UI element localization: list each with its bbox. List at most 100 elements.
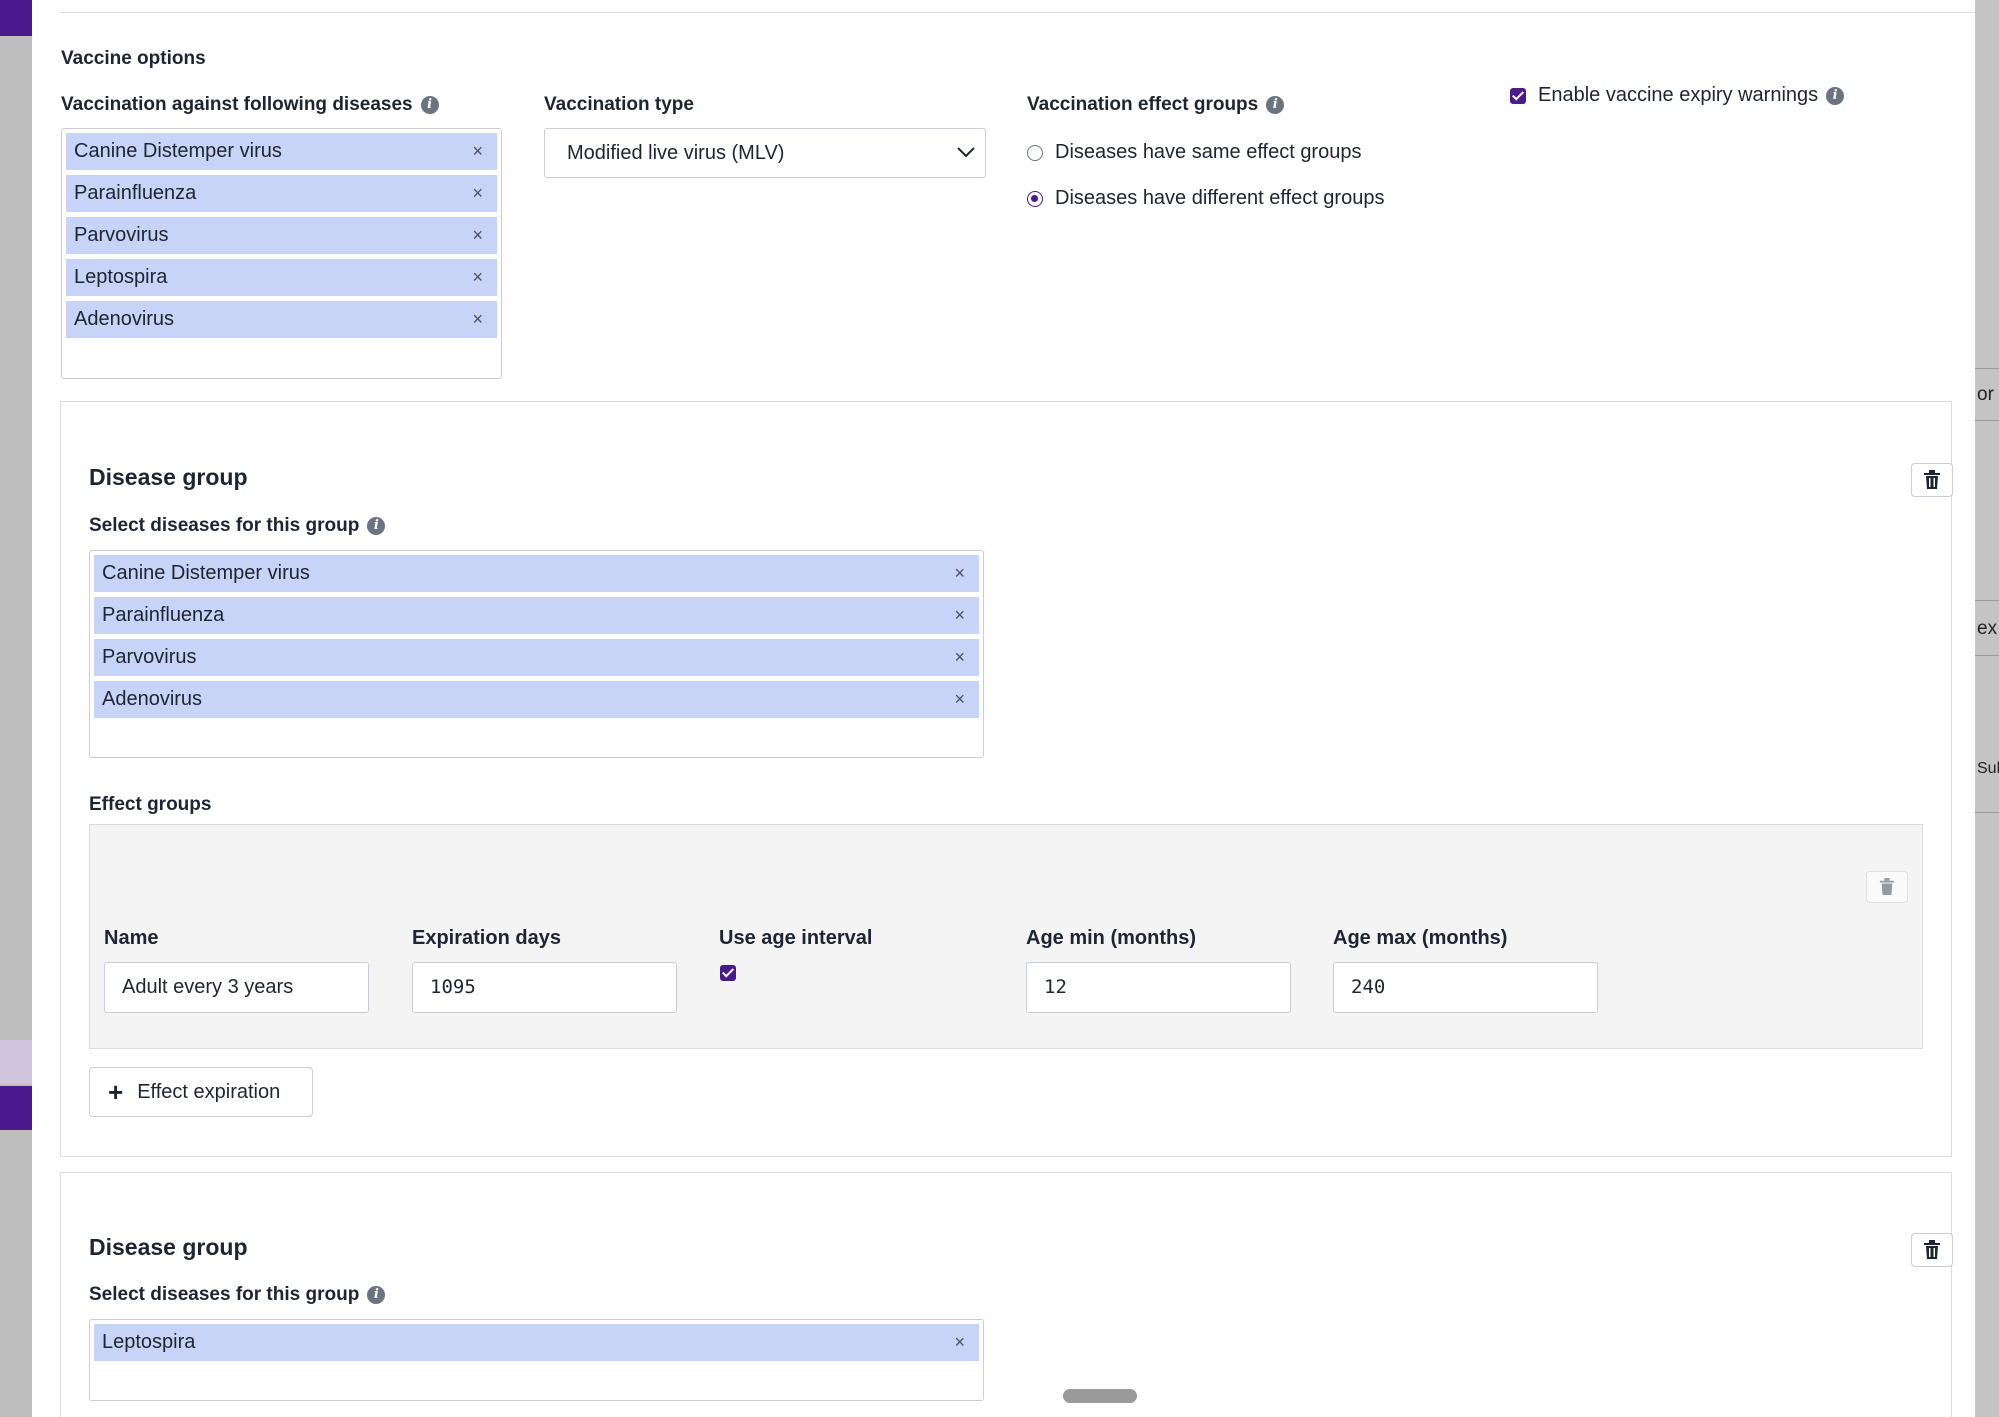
effect-name-label: Name [104,927,159,949]
disease-tag: Parainfluenza × [66,175,497,212]
delete-group-button[interactable] [1911,1233,1953,1267]
vaccination-type-value: Modified live virus (MLV) [567,142,785,164]
remove-icon[interactable]: × [472,225,483,245]
radio-icon[interactable] [1027,190,1043,207]
select-diseases-label-text: Select diseases for this group [89,1284,360,1305]
remove-icon[interactable]: × [954,563,965,583]
remove-icon[interactable]: × [472,267,483,287]
expiry-warnings-label: Enable vaccine expiry warnings [1538,84,1819,106]
diseases-multiselect[interactable]: Canine Distemper virus × Parainfluenza ×… [61,128,502,379]
age-interval-checkbox[interactable] [720,965,736,981]
divider [60,12,1975,13]
effect-group-panel: Name Adult every 3 years Expiration days… [89,824,1923,1049]
background-header-fragment [0,0,32,36]
background-text-fragment: Sul [1977,760,1999,777]
background-divider [1975,600,1999,601]
vaccine-modal: Vaccine options Vaccination against foll… [32,0,1975,1417]
disease-tag-label: Canine Distemper virus [102,562,310,584]
remove-icon[interactable]: × [954,689,965,709]
radio-same-label: Diseases have same effect groups [1055,141,1362,163]
select-diseases-label: Select diseases for this group i [89,515,386,537]
background-divider [1975,368,1999,369]
diseases-label-text: Vaccination against following diseases [61,94,413,115]
disease-tag-label: Parainfluenza [102,604,225,626]
expiration-days-label: Expiration days [412,927,561,949]
select-diseases-label: Select diseases for this group i [89,1284,386,1306]
vaccination-type-select[interactable]: Modified live virus (MLV) [544,128,986,178]
disease-tag: Parvovirus × [94,639,979,676]
plus-icon: + [108,1077,124,1107]
scroll-handle[interactable] [1063,1389,1137,1403]
disease-tag-label: Parainfluenza [74,182,197,204]
vaccination-type-label: Vaccination type [544,94,694,115]
delete-effect-group-button[interactable] [1866,871,1908,903]
background-band [0,1040,32,1084]
effect-groups-section-label: Effect groups [89,794,212,815]
background-divider [1975,655,1999,656]
expiry-warnings-toggle[interactable]: Enable vaccine expiry warnings i [1510,84,1845,107]
disease-group-title: Disease group [89,464,248,490]
disease-group-card: Disease group Select diseases for this g… [60,401,1953,1157]
background-text-fragment: or [1977,384,1994,405]
background-divider [1975,420,1999,421]
group-diseases-multiselect[interactable]: Canine Distemper virus × Parainfluenza ×… [89,550,984,758]
group-diseases-multiselect[interactable]: Leptospira × [89,1319,984,1401]
info-icon[interactable]: i [1826,86,1845,105]
chevron-down-icon [957,147,975,158]
remove-icon[interactable]: × [472,183,483,203]
disease-tag: Parvovirus × [66,217,497,254]
disease-tag: Leptospira × [94,1324,979,1361]
info-icon[interactable]: i [420,96,439,114]
expiration-days-input[interactable]: 1095 [412,962,677,1013]
remove-icon[interactable]: × [472,309,483,329]
disease-tag: Adenovirus × [94,681,979,718]
background-active-band [0,1086,32,1130]
radio-different-effect-groups[interactable]: Diseases have different effect groups [1027,187,1384,210]
background-app-left [0,0,32,1417]
select-diseases-label-text: Select diseases for this group [89,515,360,536]
add-effect-expiration-label: Effect expiration [137,1080,281,1103]
age-interval-label: Use age interval [719,927,873,949]
trash-icon [1924,470,1940,489]
info-icon[interactable]: i [367,1286,386,1304]
age-min-label: Age min (months) [1026,927,1196,949]
background-divider [1975,812,1999,813]
delete-group-button[interactable] [1911,463,1953,497]
trash-icon [1924,1240,1940,1259]
radio-icon[interactable] [1027,144,1043,161]
section-title: Vaccine options [61,48,206,69]
info-icon[interactable]: i [1266,96,1285,114]
effect-groups-label: Vaccination effect groups i [1027,94,1285,116]
disease-group-card: Disease group Select diseases for this g… [60,1172,1953,1417]
diseases-label: Vaccination against following diseases i [61,94,439,116]
remove-icon[interactable]: × [954,1332,965,1352]
disease-tag-label: Adenovirus [102,688,203,710]
disease-group-title: Disease group [89,1234,248,1260]
background-app-right: or ex Sul [1975,0,1999,1417]
disease-tag: Canine Distemper virus × [66,133,497,170]
disease-tag-label: Parvovirus [74,224,169,246]
effect-name-input[interactable]: Adult every 3 years [104,962,369,1013]
disease-tag: Adenovirus × [66,301,497,338]
disease-tag: Leptospira × [66,259,497,296]
add-effect-expiration-button[interactable]: + Effect expiration [89,1067,313,1117]
effect-groups-label-text: Vaccination effect groups [1027,94,1259,115]
remove-icon[interactable]: × [954,605,965,625]
disease-tag: Canine Distemper virus × [94,555,979,592]
age-min-input[interactable]: 12 [1026,962,1291,1013]
disease-tag-label: Parvovirus [102,646,197,668]
disease-tag-label: Canine Distemper virus [74,140,282,162]
remove-icon[interactable]: × [472,141,483,161]
disease-tag-label: Leptospira [102,1331,196,1353]
checkbox-checked-icon[interactable] [1510,87,1526,104]
age-max-label: Age max (months) [1333,927,1508,949]
background-text-fragment: ex [1977,618,1998,639]
remove-icon[interactable]: × [954,647,965,667]
disease-tag: Parainfluenza × [94,597,979,634]
age-max-input[interactable]: 240 [1333,962,1598,1013]
disease-tag-label: Leptospira [74,266,168,288]
radio-different-label: Diseases have different effect groups [1055,187,1385,209]
info-icon[interactable]: i [367,517,386,535]
radio-same-effect-groups[interactable]: Diseases have same effect groups [1027,141,1361,164]
trash-icon [1879,878,1895,895]
